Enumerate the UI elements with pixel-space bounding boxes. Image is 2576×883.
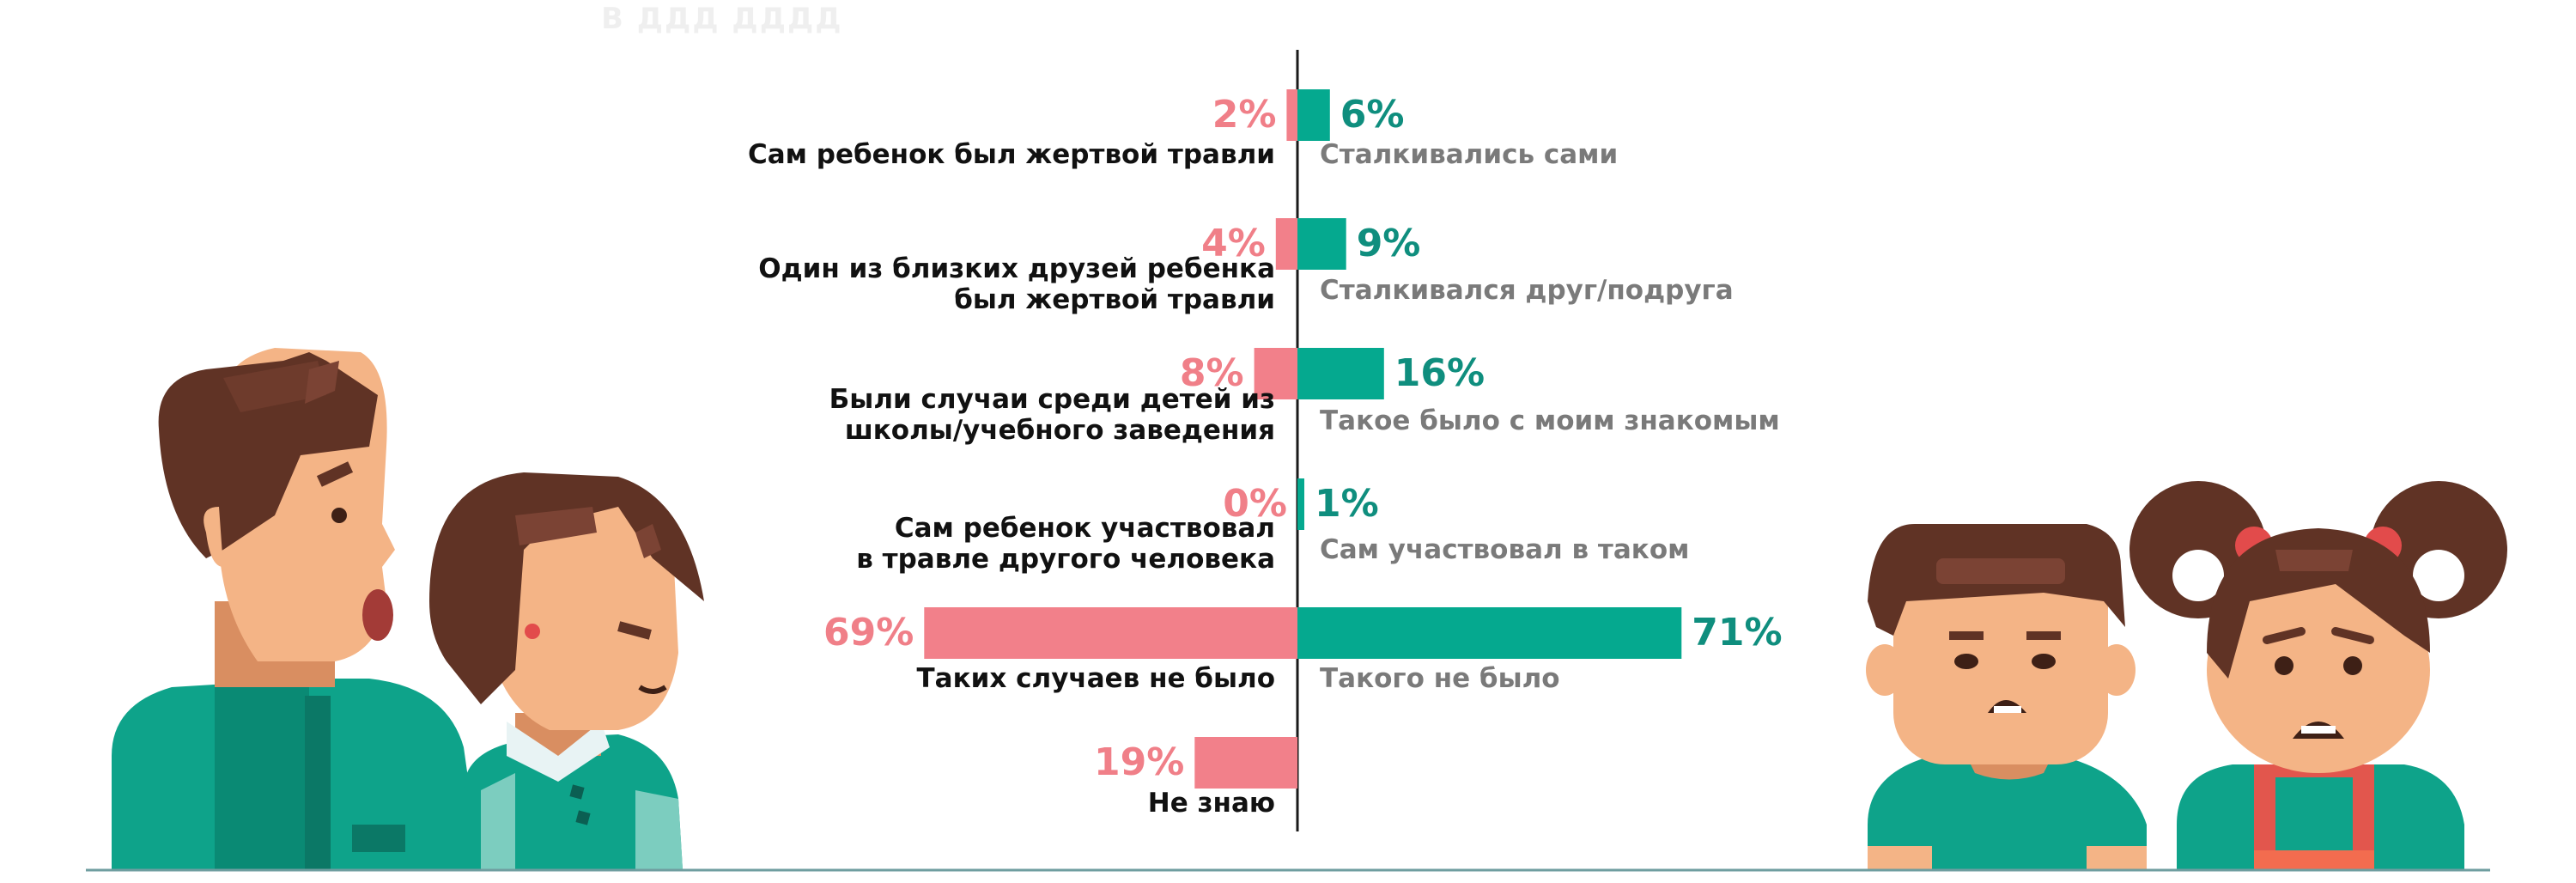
parent-bar-6: [1194, 737, 1297, 789]
child-category-label-2: Сталкивался друг/подруга: [1320, 275, 1734, 306]
parent-category-label-4-1: Сам ребенок участвовал: [894, 513, 1275, 544]
child-value-label-2: 9%: [1356, 222, 1421, 265]
parent-value-label-4: 0%: [1223, 482, 1287, 526]
parent-category-label-6-1: Не знаю: [1147, 788, 1275, 819]
child-value-label-4: 1%: [1315, 482, 1379, 526]
child-category-label-1: Сталкивались сами: [1320, 139, 1619, 170]
chart-layer: [924, 50, 1682, 831]
parent-bar-3: [1254, 348, 1297, 399]
child-bar-5: [1297, 607, 1682, 659]
parent-value-label-6: 19%: [1093, 740, 1185, 784]
parent-category-label-4-2: в травле другого человека: [856, 544, 1275, 575]
parent-category-label-2-2: был жертвой травли: [954, 284, 1275, 315]
parent-value-label-5: 69%: [823, 611, 914, 655]
child-bar-3: [1297, 348, 1384, 399]
parent-bar-2: [1275, 218, 1297, 270]
child-value-label-5: 71%: [1692, 611, 1783, 655]
child-category-label-5: Такого не было: [1320, 663, 1560, 694]
parent-category-label-3-1: Были случаи среди детей из: [829, 384, 1275, 415]
child-value-label-1: 6%: [1340, 93, 1405, 137]
parent-bar-1: [1286, 89, 1297, 141]
parent-category-label-1-1: Сам ребенок был жертвой травли: [748, 139, 1275, 170]
child-bar-2: [1297, 218, 1346, 270]
child-category-label-3: Такое было с моим знакомым: [1320, 405, 1780, 436]
parent-category-label-5-1: Таких случаев не было: [916, 663, 1275, 694]
parent-bar-5: [924, 607, 1297, 659]
parent-category-label-3-2: школы/учебного заведения: [844, 415, 1275, 446]
parent-value-label-2: 4%: [1201, 222, 1266, 265]
parent-category-label-2-1: Один из близких друзей ребенка: [758, 253, 1275, 284]
faded-header-text: В ДДД ДДДД: [601, 2, 843, 36]
child-bar-1: [1297, 89, 1330, 141]
child-bar-4: [1297, 478, 1304, 530]
child-category-label-4: Сам участвовал в таком: [1320, 534, 1690, 565]
parent-value-label-3: 8%: [1179, 351, 1244, 395]
child-value-label-3: 16%: [1394, 351, 1485, 395]
parent-value-label-1: 2%: [1212, 93, 1277, 137]
